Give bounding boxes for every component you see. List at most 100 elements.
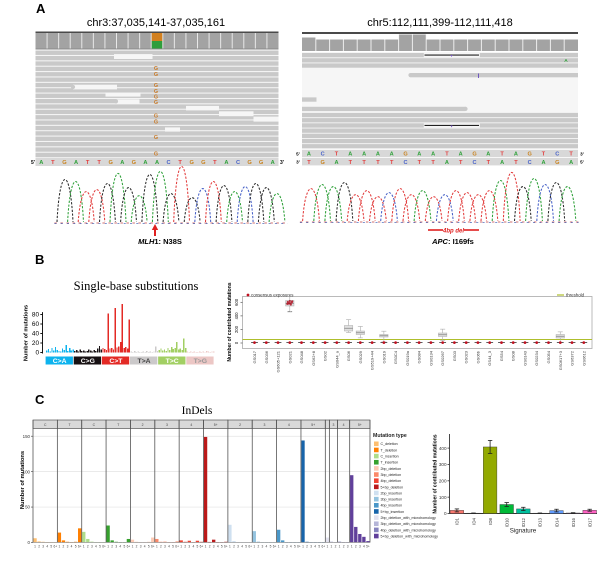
svg-text:3: 3 (213, 545, 215, 549)
svg-text:G: G (403, 152, 407, 158)
svg-text:5': 5' (296, 152, 300, 157)
svg-text:ID13: ID13 (538, 517, 543, 527)
svg-text:2: 2 (335, 545, 337, 549)
svg-text:ID10: ID10 (505, 517, 510, 527)
svg-text:50: 50 (25, 505, 30, 510)
svg-text:3: 3 (115, 545, 117, 549)
svg-text:5+bp_insertion: 5+bp_insertion (381, 510, 405, 514)
svg-text:1: 1 (58, 545, 60, 549)
svg-text:▼: ▼ (450, 54, 453, 58)
svg-text:Mutation type: Mutation type (373, 433, 407, 439)
svg-text:GS0134: GS0134 (428, 350, 433, 365)
svg-text:2bp_deletion: 2bp_deletion (381, 467, 402, 471)
svg-text:ID4: ID4 (471, 517, 476, 524)
svg-text:3: 3 (310, 545, 312, 549)
svg-text:ID16: ID16 (571, 517, 576, 527)
svg-text:consensus exposures: consensus exposures (251, 293, 294, 298)
svg-text:C_deletion: C_deletion (381, 442, 398, 446)
svg-text:A: A (500, 160, 504, 166)
svg-text:5+: 5+ (358, 423, 362, 427)
svg-text:T>C: T>C (166, 358, 179, 365)
svg-text:GS0617+3: GS0617+3 (558, 350, 563, 370)
svg-text:60: 60 (32, 321, 40, 328)
svg-text:200: 200 (234, 325, 239, 333)
svg-text:2: 2 (282, 545, 284, 549)
svg-text:1: 1 (331, 545, 333, 549)
svg-text:200: 200 (439, 479, 447, 484)
svg-text:B: B (35, 252, 44, 267)
svg-text:5+bp_deletion: 5+bp_deletion (381, 485, 404, 489)
svg-text:5: 5 (221, 545, 223, 549)
svg-text:A: A (271, 160, 275, 166)
svg-text:2: 2 (87, 545, 89, 549)
svg-text:T: T (376, 160, 380, 166)
svg-text:ID8: ID8 (488, 517, 493, 524)
svg-text:G: G (201, 160, 206, 166)
svg-text:4: 4 (363, 545, 365, 549)
svg-text:G: G (472, 152, 476, 158)
svg-text:5': 5' (31, 160, 35, 166)
svg-text:G: G (154, 119, 158, 125)
svg-text:4bp del: 4bp del (442, 228, 464, 234)
svg-text:G: G (555, 160, 559, 166)
svg-text:A: A (431, 152, 435, 158)
svg-text:***: *** (287, 310, 292, 315)
svg-text:GS044_a: GS044_a (334, 350, 339, 368)
svg-text:G: G (154, 135, 158, 141)
svg-text:3: 3 (286, 545, 288, 549)
svg-text:100: 100 (23, 469, 31, 474)
svg-text:Number of mutations: Number of mutations (24, 305, 30, 361)
svg-text:6+: 6+ (151, 545, 155, 549)
svg-text:80: 80 (32, 312, 40, 319)
svg-text:2: 2 (136, 545, 138, 549)
svg-text:3: 3 (42, 545, 44, 549)
svg-text:6+: 6+ (102, 545, 106, 549)
svg-text:G: G (154, 66, 158, 72)
svg-text:1: 1 (34, 545, 36, 549)
svg-text:6+: 6+ (78, 545, 82, 549)
svg-text:3': 3' (296, 160, 300, 165)
svg-text:A: A (459, 152, 463, 158)
svg-text:4bp_deletion_with_microhomolog: 4bp_deletion_with_microhomology (381, 528, 437, 532)
svg-text:GS0C4: GS0C4 (393, 350, 398, 364)
svg-text:C_insertion: C_insertion (381, 455, 399, 459)
svg-text:A: A (348, 152, 352, 158)
svg-text:40: 40 (32, 331, 40, 338)
svg-text:1: 1 (180, 545, 182, 549)
svg-text:4: 4 (144, 545, 146, 549)
svg-text:A: A (569, 160, 573, 166)
svg-text:2: 2 (239, 423, 241, 427)
svg-text:6+: 6+ (54, 545, 58, 549)
svg-text:A: A (445, 160, 449, 166)
svg-text:T: T (431, 160, 435, 166)
svg-text:5+bp_deletion_with_microhomolo: 5+bp_deletion_with_microhomology (381, 534, 439, 538)
svg-text:2: 2 (355, 545, 357, 549)
svg-text:Single-base substitutions: Single-base substitutions (74, 279, 199, 293)
svg-text:T: T (569, 152, 573, 158)
svg-text:GS519+44: GS519+44 (370, 350, 375, 370)
svg-text:GS0143: GS0143 (522, 350, 527, 365)
svg-text:6+: 6+ (297, 545, 301, 549)
svg-text:T: T (51, 160, 55, 166)
svg-text:InDels: InDels (182, 405, 213, 417)
svg-text:4: 4 (217, 545, 219, 549)
svg-text:1: 1 (339, 545, 341, 549)
svg-text:GS019a: GS019a (405, 350, 410, 365)
svg-text:T: T (542, 152, 546, 158)
svg-text:MLH1: N38S: MLH1: N38S (138, 237, 182, 246)
svg-text:2: 2 (142, 423, 144, 427)
svg-text:5: 5 (50, 545, 52, 549)
svg-text:C: C (44, 423, 47, 427)
svg-text:600: 600 (234, 298, 239, 306)
svg-text:G: G (154, 100, 158, 106)
svg-text:4: 4 (343, 423, 345, 427)
svg-text:1: 1 (205, 545, 207, 549)
svg-text:2bp_deletion_with_microhomolog: 2bp_deletion_with_microhomology (381, 516, 437, 520)
svg-text:T_insertion: T_insertion (381, 461, 399, 465)
svg-text:1: 1 (107, 545, 109, 549)
svg-text:4: 4 (46, 545, 48, 549)
svg-text:5+: 5+ (366, 545, 370, 549)
svg-text:C: C (528, 160, 532, 166)
svg-text:4: 4 (95, 545, 97, 549)
svg-text:C: C (35, 392, 45, 407)
